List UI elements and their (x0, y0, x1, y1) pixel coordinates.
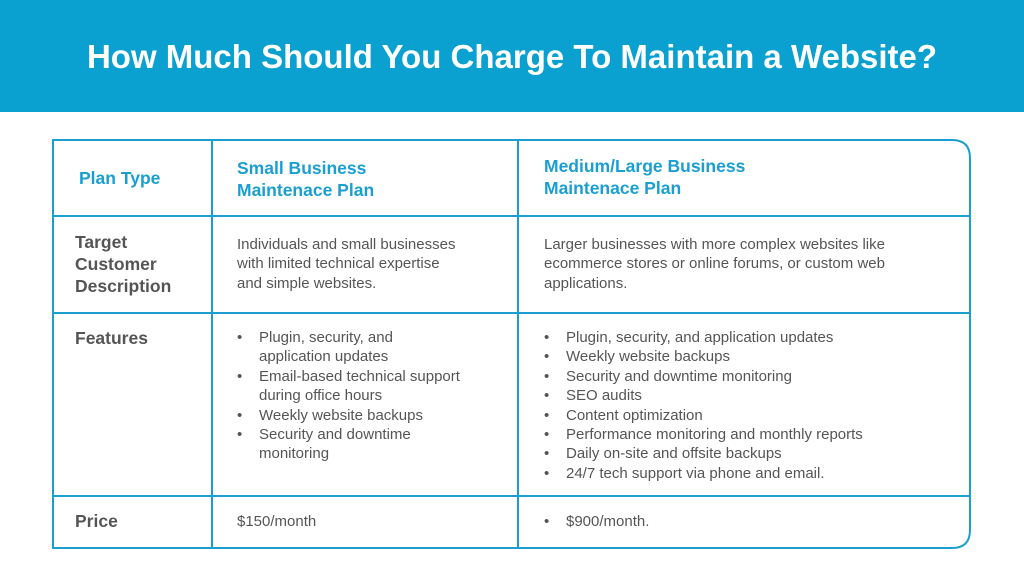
table-border (52, 139, 971, 549)
table-cell: $900/month. (544, 512, 650, 532)
bullet-item: Daily on-site and offsite backups (544, 444, 863, 464)
text-line: Customer (75, 254, 157, 274)
column-header: Plan Type (79, 167, 160, 189)
text-line: and simple websites. (237, 274, 377, 292)
column-header: Medium/Large Business Maintenace Plan (544, 155, 745, 199)
text-line: applications. (544, 274, 628, 292)
bullet-item: $900/month. (544, 512, 650, 532)
page-title: How Much Should You Charge To Maintain a… (86, 38, 938, 75)
text-line: Weekly website backups (259, 406, 423, 424)
bullet-item: Plugin, security, and application update… (544, 328, 863, 348)
text-line: 24/7 tech support via phone and email. (566, 464, 825, 482)
text-line: Price (75, 511, 118, 531)
text-line: Plugin, security, and application update… (566, 329, 834, 346)
text-line: Larger businesses with more complex webs… (544, 236, 885, 253)
text-line: Medium/Large Business (544, 156, 746, 176)
header-band (0, 0, 1024, 112)
column-header: Small Business Maintenace Plan (237, 157, 374, 201)
text-line: Plan Type (79, 168, 161, 188)
text-line: $900/month. (566, 513, 650, 530)
bullet-item: Content optimization (544, 406, 863, 426)
text-line: $150/month (237, 513, 317, 530)
bullet-item: Email-based technical support during offi… (237, 367, 460, 406)
text-line: Weekly website backups (566, 348, 730, 366)
text-line: Security and downtime (259, 426, 411, 444)
table-cell: Plugin, security, and application updates… (237, 328, 460, 464)
text-line: Features (75, 328, 148, 348)
bullet-item: Weekly website backups (237, 406, 460, 426)
bullet-item: 24/7 tech support via phone and email. (544, 464, 863, 484)
text-line: Content optimization (566, 406, 703, 424)
bullet-item: Weekly website backups (544, 347, 863, 367)
text-line: Maintenace Plan (544, 178, 682, 198)
text-line: Description (75, 276, 172, 296)
text-line: application updates (259, 348, 389, 366)
table-cell: Individuals and small businesses with lim… (237, 235, 455, 293)
row-label: Features (75, 327, 148, 349)
text-line: monitoring (259, 445, 330, 463)
text-line: Maintenace Plan (237, 180, 375, 200)
text-line: Security and downtime monitoring (566, 367, 792, 385)
table-cell: Plugin, security, and application update… (544, 328, 863, 484)
text-line: Plugin, security, and (259, 329, 393, 346)
text-line: Email-based technical support (259, 367, 460, 385)
row-label: Price (75, 510, 118, 532)
bullet-item: Performance monitoring and monthly repor… (544, 425, 863, 445)
table-cell: $150/month (237, 512, 316, 531)
row-label: Target Customer Description (75, 231, 171, 297)
grid-lines (53, 140, 970, 548)
bullet-item: Security and downtime monitoring (544, 367, 863, 387)
text-line: Daily on-site and offsite backups (566, 445, 782, 463)
text-line: Performance monitoring and monthly repor… (566, 426, 863, 444)
text-line: ecommerce stores or online forums, or cu… (544, 255, 885, 273)
text-line: Small Business (237, 158, 367, 178)
text-line: Individuals and small businesses (237, 236, 456, 253)
bullet-item: SEO audits (544, 386, 863, 406)
table-cell: Larger businesses with more complex webs… (544, 235, 885, 293)
bullet-item: Plugin, security, and application updates (237, 328, 460, 367)
text-line: Target (75, 232, 128, 252)
text-line: SEO audits (566, 387, 642, 405)
text-line: with limited technical expertise (237, 255, 440, 273)
text-line: during office hours (259, 387, 383, 405)
